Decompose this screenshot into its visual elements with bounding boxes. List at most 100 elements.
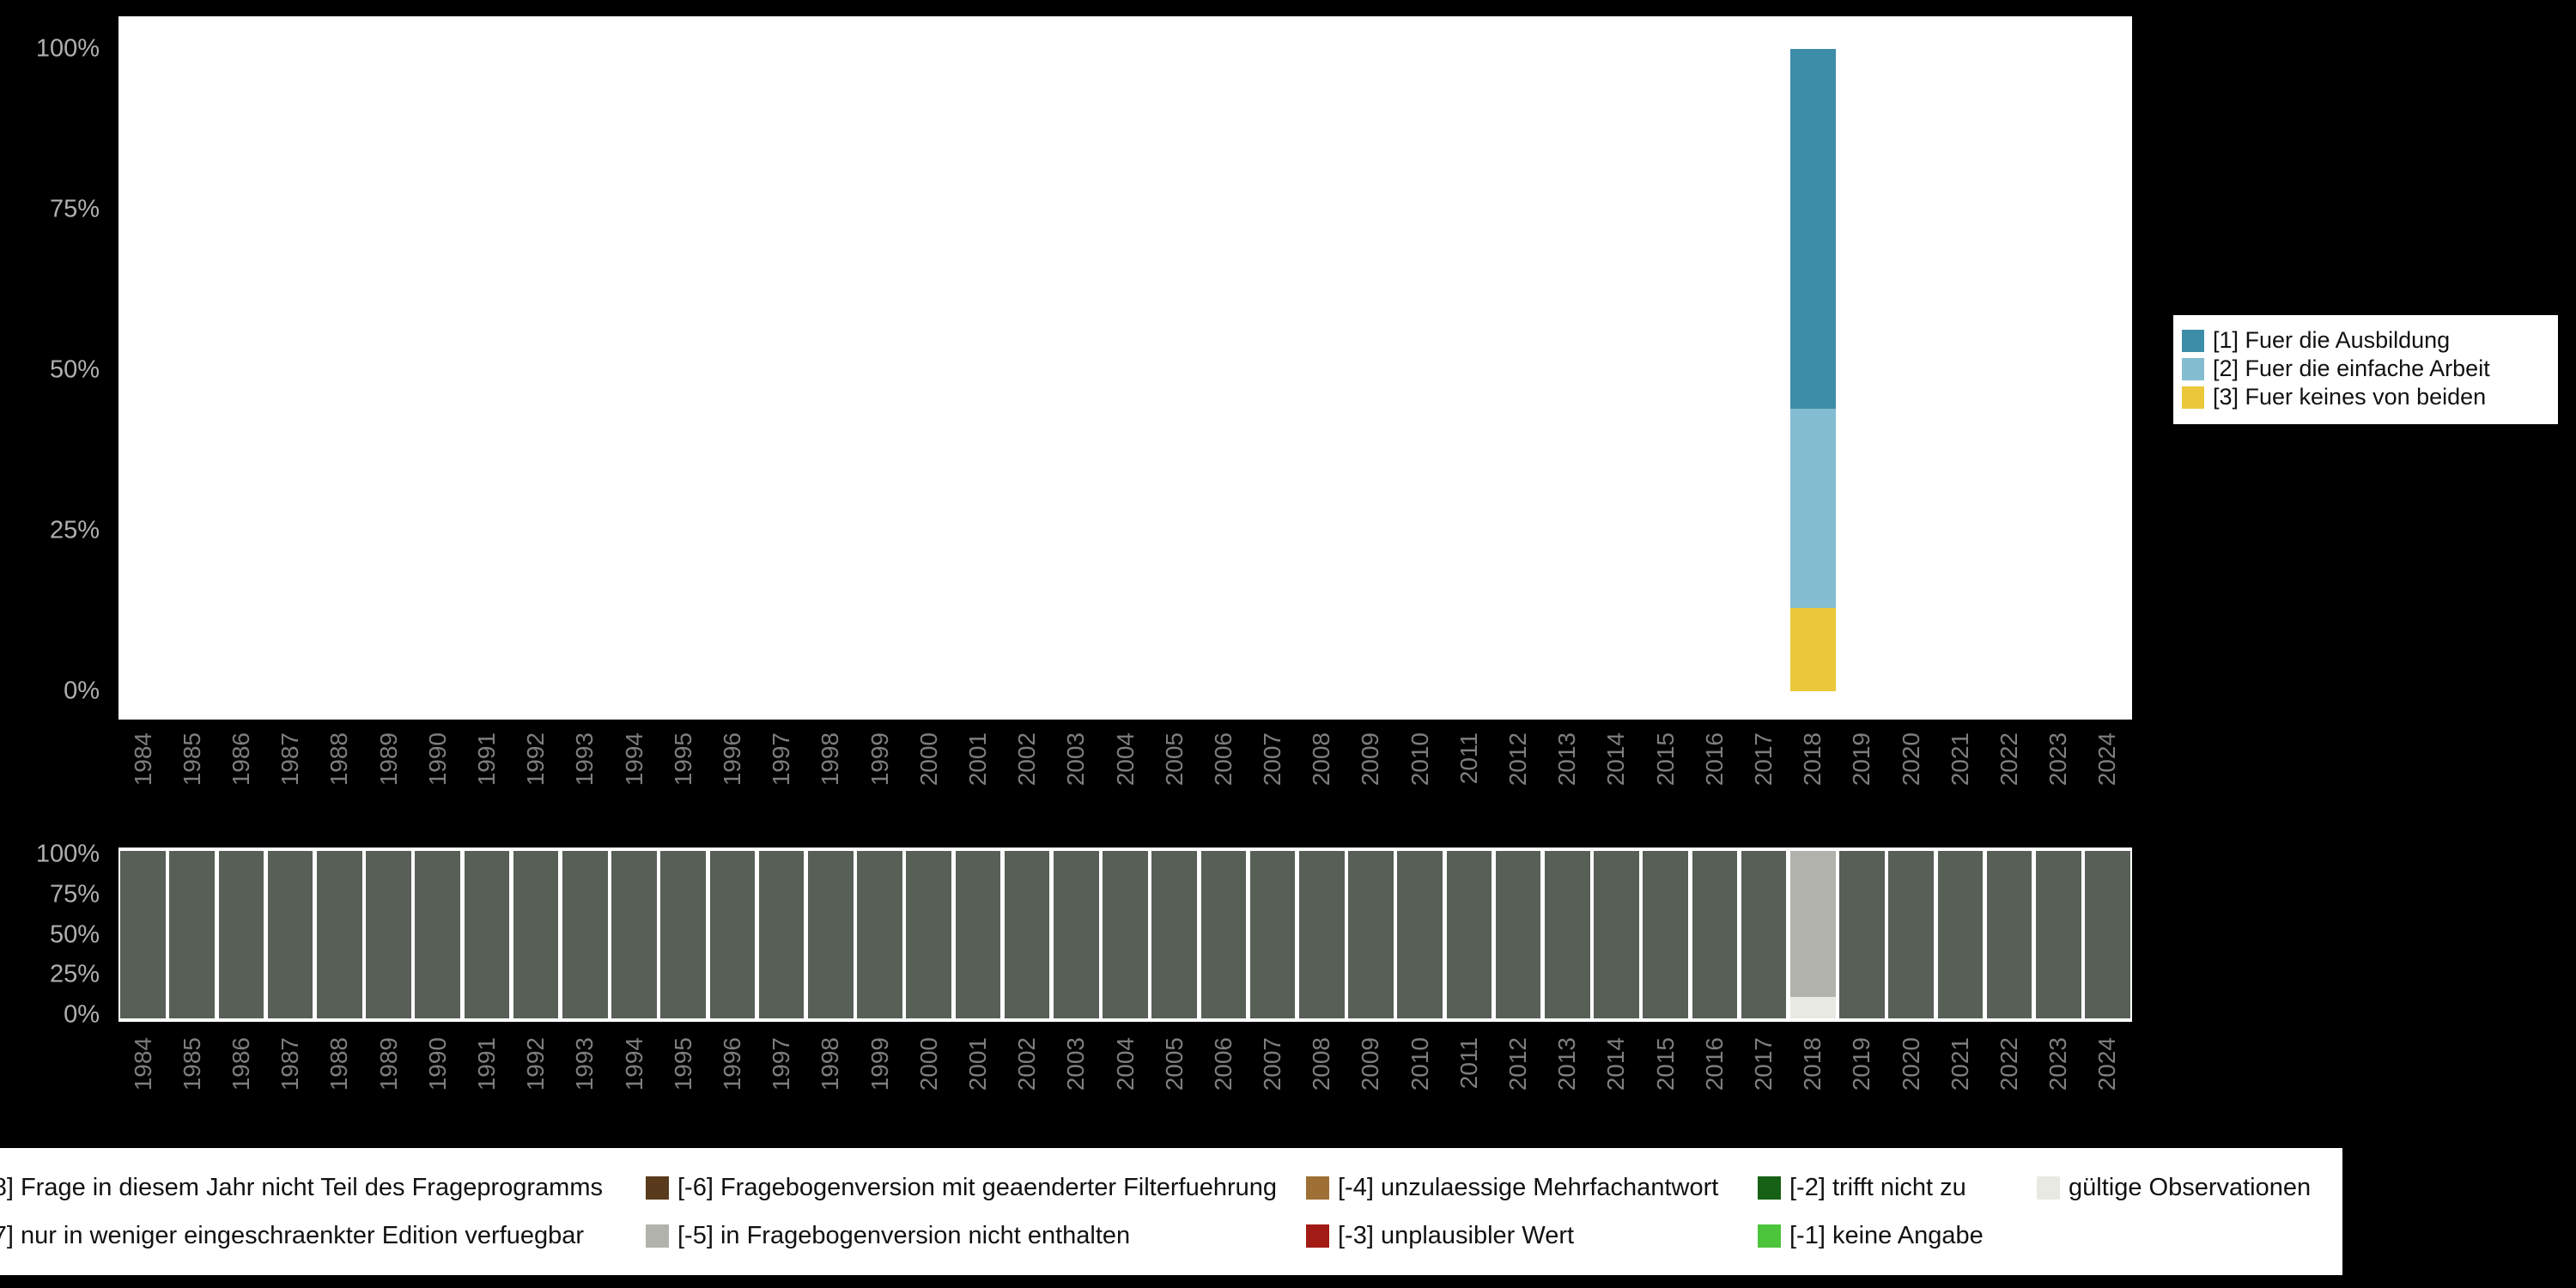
legend-item: [2] Fuer die einfache Arbeit — [2182, 355, 2549, 383]
x-tick-label: 2015 — [1651, 732, 1679, 787]
stacked-bar — [1888, 851, 1934, 1018]
stacked-bar — [1594, 851, 1639, 1018]
x-tick-label: 2014 — [1602, 1037, 1630, 1091]
x-tick-label: 2001 — [963, 1037, 991, 1091]
bar-segment — [1789, 408, 1836, 608]
stacked-bar — [1151, 851, 1197, 1018]
stacked-bar — [1397, 851, 1443, 1018]
y-tick-label: 25% — [49, 516, 100, 544]
bar-segment — [267, 851, 313, 1018]
x-tick-label: 2024 — [2093, 1037, 2121, 1091]
x-tick-label: 2000 — [914, 1037, 942, 1091]
y-tick-label: 100% — [35, 34, 100, 63]
x-tick-label: 2011 — [1455, 1037, 1482, 1090]
stacked-bar — [562, 851, 608, 1018]
bar-segment — [857, 851, 902, 1018]
stacked-bar — [611, 851, 657, 1018]
x-tick-label: 1992 — [522, 732, 550, 787]
main-categories-legend: [1] Fuer die Ausbildung [2] Fuer die einf… — [2173, 315, 2558, 424]
x-tick-label: 2008 — [1308, 732, 1335, 787]
x-tick-label: 2020 — [1897, 1037, 1924, 1091]
x-tick-label: 1992 — [522, 1037, 550, 1091]
x-tick-label: 1996 — [718, 1037, 745, 1091]
legend-item: gültige Observationen — [2037, 1163, 2334, 1212]
legend-label: [-4] unzulaessige Mehrfachantwort — [1338, 1173, 1719, 1201]
stacked-bar — [955, 851, 1001, 1018]
stacked-bar — [1348, 851, 1394, 1018]
stacked-bar — [1839, 851, 1885, 1018]
bar-segment — [1594, 851, 1639, 1018]
stacked-bar — [2035, 851, 2081, 1018]
x-tick-label: 1994 — [620, 732, 647, 787]
x-tick-label: 1985 — [178, 732, 205, 787]
bottom-chart-x-axis: 1984 1985 1986 1987 1988 1989 1990 1991 1992 1993… — [118, 1035, 2132, 1129]
y-tick-label: 50% — [49, 355, 100, 384]
x-tick-label: 1987 — [276, 1037, 304, 1091]
x-tick-label: 2019 — [1848, 1037, 1875, 1091]
legend-label: [-2] trifft nicht zu — [1789, 1173, 1966, 1201]
x-tick-label: 2007 — [1259, 1037, 1286, 1091]
x-tick-label: 2005 — [1160, 1037, 1188, 1091]
legend-item: [-1] keine Angabe — [1758, 1212, 2037, 1260]
x-tick-label: 1991 — [472, 1037, 500, 1091]
bar-segment — [1151, 851, 1197, 1018]
x-tick-label: 2022 — [1996, 1037, 2022, 1091]
legend-color-swatch — [646, 1176, 669, 1200]
x-tick-label: 1993 — [571, 732, 598, 787]
x-tick-label: 1998 — [817, 732, 844, 787]
bar-segment — [1986, 851, 2032, 1018]
x-tick-label: 2013 — [1553, 732, 1581, 787]
legend-item: [-7] nur in weniger eingeschraenkter Edi… — [0, 1212, 646, 1260]
bar-segment — [1789, 607, 1836, 691]
legend-color-swatch — [1306, 1224, 1329, 1248]
x-tick-label: 2023 — [2044, 732, 2072, 787]
bar-segment — [1643, 851, 1688, 1018]
stacked-bar — [2085, 851, 2130, 1018]
stacked-bar — [1692, 851, 1738, 1018]
bottom-chart-panel — [118, 848, 2132, 1022]
bar-segment — [1789, 49, 1836, 409]
top-chart-x-axis: 1984 1985 1986 1987 1988 1989 1990 1991 1992 1993… — [118, 730, 2132, 824]
stacked-bar — [709, 851, 756, 1018]
legend-color-swatch — [2182, 357, 2204, 380]
legend-label: [-1] keine Angabe — [1789, 1221, 1984, 1249]
legend-label: [-5] in Fragebogenversion nicht enthalte… — [677, 1221, 1131, 1249]
y-tick-label: 75% — [49, 880, 100, 908]
legend-item: [-5] in Fragebogenversion nicht enthalte… — [646, 1212, 1306, 1260]
x-tick-label: 1998 — [817, 1037, 844, 1091]
x-tick-label: 2018 — [1799, 1037, 1826, 1091]
stacked-bar — [660, 851, 707, 1018]
y-tick-label: 25% — [49, 960, 100, 988]
legend-empty-cell — [2037, 1212, 2334, 1260]
x-tick-label: 2010 — [1406, 732, 1433, 787]
bar-segment — [1692, 851, 1738, 1018]
stacked-bar — [1446, 851, 1492, 1018]
stacked-bar — [267, 851, 313, 1018]
x-tick-label: 2008 — [1308, 1037, 1335, 1091]
bar-segment — [808, 851, 854, 1018]
x-tick-label: 1984 — [129, 1037, 156, 1091]
x-tick-label: 2007 — [1259, 732, 1286, 787]
x-tick-label: 2003 — [1062, 1037, 1090, 1091]
x-tick-label: 1988 — [325, 1037, 353, 1091]
x-tick-label: 2017 — [1750, 732, 1777, 787]
bar-segment — [1446, 851, 1492, 1018]
stacked-bar — [513, 851, 559, 1018]
stacked-bar — [120, 851, 166, 1018]
bar-segment — [2035, 851, 2081, 1018]
x-tick-label: 1984 — [129, 732, 156, 787]
stacked-bar — [1986, 851, 2032, 1018]
legend-item: [-2] trifft nicht zu — [1758, 1163, 2037, 1212]
bar-segment — [1298, 851, 1345, 1018]
legend-item: [-3] unplausibler Wert — [1306, 1212, 1758, 1260]
x-tick-label: 2016 — [1700, 732, 1728, 787]
legend-label: [2] Fuer die einfache Arbeit — [2213, 355, 2490, 381]
y-tick-label: 0% — [64, 1000, 100, 1029]
x-tick-label: 1986 — [227, 1037, 254, 1091]
stacked-bar — [1789, 49, 1836, 691]
x-tick-label: 2004 — [1111, 732, 1139, 787]
x-tick-label: 2017 — [1750, 1037, 1777, 1091]
legend-color-swatch — [646, 1224, 669, 1248]
stacked-bar — [218, 851, 264, 1018]
